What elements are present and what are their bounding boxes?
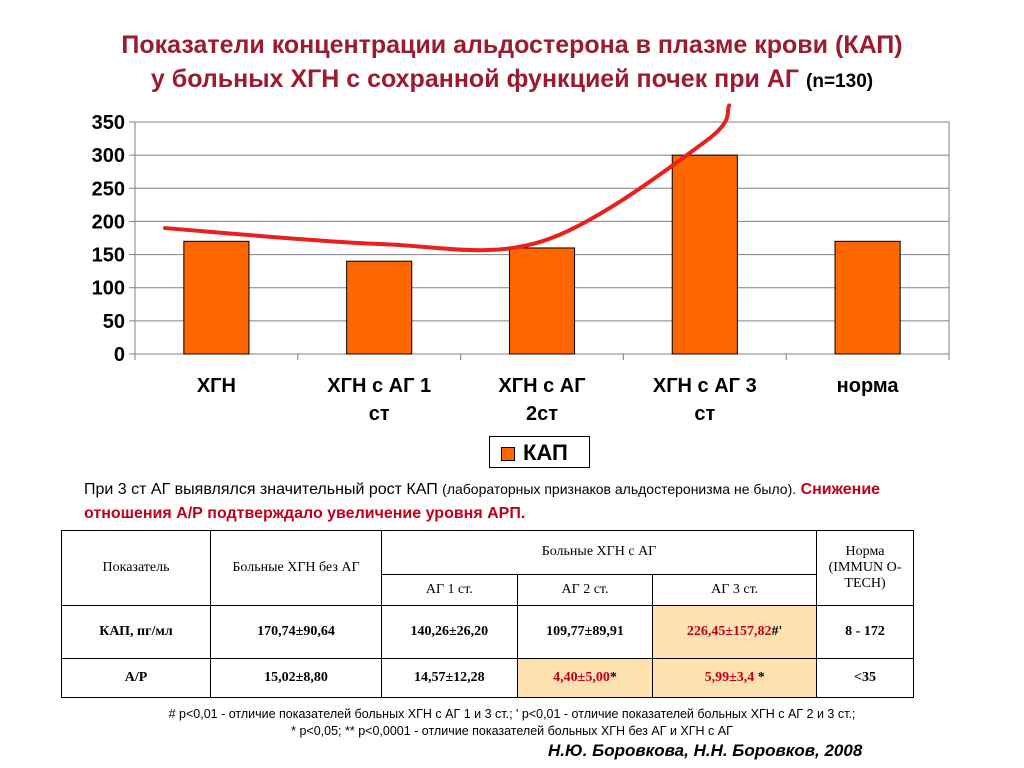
header-no-ag: Больные ХГН без АГ: [210, 530, 382, 606]
cell-value: 4,40±5,00: [553, 670, 610, 685]
cell-mark: *: [609, 670, 617, 685]
conclusion-main: При 3 ст АГ выявлялся значительный рост …: [84, 481, 438, 498]
chart-labels: 0 50 100 150 200 250 300 350 ХГН ХГН с АГ 1 ст ХГН …: [92, 112, 900, 425]
bar: [346, 260, 413, 355]
footnote: # р<0,01 - отличие показателей больных Х…: [0, 706, 1024, 740]
subheader-ag1: АГ 1 ст.: [381, 573, 518, 607]
cell-value: 226,45±157,82: [686, 624, 772, 639]
header-norm: Норма (IMMUN O-TECH): [816, 530, 914, 606]
cell: 109,77±89,91: [516, 605, 654, 659]
trend-line: [163, 103, 732, 253]
table-row: А/Р 15,02±8,80 14,57±12,28 4,40±5,00* 5,…: [61, 658, 914, 698]
y-tick-label: 350: [92, 112, 125, 134]
header-indicator: Показатель: [61, 530, 211, 606]
bar: [671, 154, 738, 355]
y-tick-label: 300: [92, 145, 125, 167]
data-table: Показатель Больные ХГН без АГ Больные ХГ…: [61, 530, 914, 698]
bar-chart: 0 50 100 150 200 250 300 350 ХГН ХГН с АГ 1 ст ХГН …: [92, 103, 950, 425]
x-tick-label: ХГН с АГ: [498, 375, 585, 397]
bar: [183, 240, 250, 355]
cell: 170,74±90,64: [210, 605, 382, 659]
conclusion-text: При 3 ст АГ выявлялся значительный рост …: [84, 477, 964, 526]
x-tick-label: ХГН с АГ 1: [327, 375, 431, 397]
cell: 140,26±26,20: [381, 605, 518, 659]
table-subheader-row: АГ 1 ст. АГ 2 ст. АГ 3 ст.: [62, 573, 914, 607]
subheader-ag3: АГ 3 ст.: [652, 573, 817, 607]
x-tick-label: ст: [694, 403, 715, 425]
y-tick-label: 200: [92, 211, 125, 233]
conclusion-paren: (лабораторных признаков альдостеронизма …: [442, 481, 797, 497]
cell-mark: *: [754, 670, 765, 685]
legend-label: КАП: [523, 440, 568, 465]
x-tick-label: ХГН: [197, 375, 236, 397]
bar: [834, 240, 901, 355]
y-tick-label: 0: [114, 344, 125, 366]
header-with-ag: Больные ХГН с АГ: [381, 530, 817, 575]
cell: 14,57±12,28: [381, 658, 518, 698]
footnote-line-1: # р<0,01 - отличие показателей больных Х…: [168, 707, 856, 721]
row-name: КАП, пг/мл: [61, 605, 211, 659]
table-row: КАП, пг/мл 170,74±90,64 140,26±26,20 109…: [61, 605, 914, 659]
sample-size: (n=130): [806, 71, 874, 92]
title-line-2-text: у больных ХГН с сохранной функцией почек…: [150, 65, 800, 93]
chart-bars: [183, 154, 901, 355]
conclusion-highlight: Снижение отношения А/Р подтверждало увел…: [84, 481, 881, 522]
cell: 15,02±8,80: [210, 658, 382, 698]
table-header-row: Показатель Больные ХГН без АГ Больные ХГ…: [61, 530, 914, 606]
legend-swatch: [501, 447, 515, 461]
author-citation: Н.Ю. Боровкова, Н.Н. Боровков, 2008: [548, 741, 863, 760]
cell-highlighted: 226,45±157,82#': [652, 605, 817, 659]
footnote-line-2: * р<0,05; ** р<0,0001 - отличие показате…: [291, 724, 733, 738]
y-tick-label: 250: [92, 178, 125, 200]
page-title: Показатели концентрации альдостерона в п…: [0, 28, 1024, 99]
title-line-1: Показатели концентрации альдостерона в п…: [121, 31, 903, 59]
x-tick-label: ст: [369, 403, 390, 425]
cell-mark: #': [771, 624, 783, 639]
cell-value: 5,99±3,4: [704, 670, 755, 685]
chart-trend: [163, 103, 732, 253]
title-line-2: у больных ХГН с сохранной функцией почек…: [0, 62, 1024, 99]
subheader-ag2: АГ 2 ст.: [516, 573, 654, 607]
cell-norm: 8 - 172: [816, 605, 914, 659]
bar: [508, 247, 576, 355]
row-name: А/Р: [61, 658, 211, 698]
chart-legend: КАП: [489, 436, 590, 468]
y-tick-label: 50: [103, 311, 125, 333]
y-tick-label: 150: [92, 245, 125, 267]
x-tick-label: норма: [837, 375, 900, 397]
x-tick-label: ХГН с АГ 3: [653, 375, 757, 397]
x-tick-label: 2ст: [526, 403, 558, 425]
y-tick-label: 100: [92, 278, 125, 300]
cell-norm: <35: [816, 658, 914, 698]
cell-highlighted: 4,40±5,00*: [516, 658, 654, 698]
cell-highlighted: 5,99±3,4 *: [652, 658, 817, 698]
